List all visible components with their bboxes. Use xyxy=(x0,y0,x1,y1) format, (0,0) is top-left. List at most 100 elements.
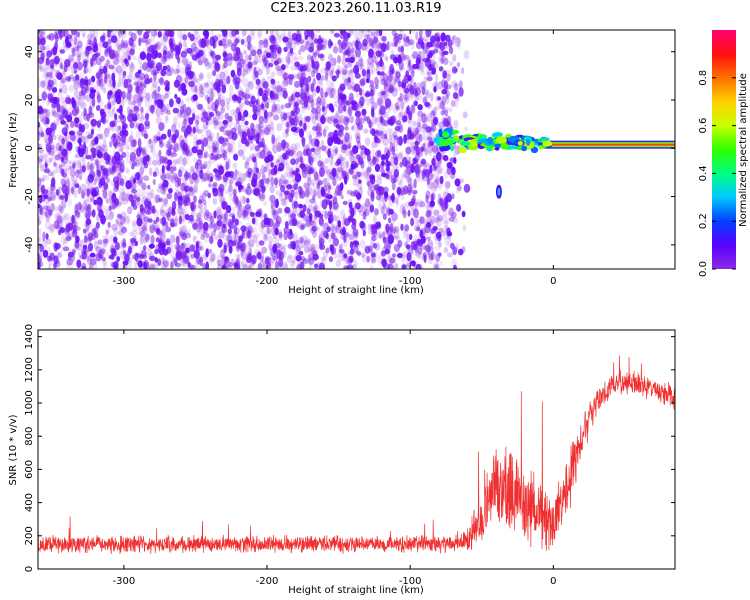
spectrogram-cell xyxy=(244,53,249,64)
spectrogram-cell xyxy=(305,196,311,204)
spectrogram-cell xyxy=(348,207,354,215)
spectrogram-cell xyxy=(114,113,118,121)
spectrogram-cell xyxy=(248,239,255,248)
spectrogram-cell xyxy=(172,256,177,263)
spectrogram-cell xyxy=(96,149,102,157)
spectrogram-cell xyxy=(106,79,113,88)
spectrogram-cell xyxy=(433,209,440,216)
spectrogram-cell xyxy=(211,87,217,98)
spectrogram-cell xyxy=(304,95,311,103)
spectrogram-cell xyxy=(153,101,161,106)
spectrogram-cell xyxy=(298,203,303,209)
spectrogram-cell xyxy=(432,179,439,189)
spectrogram-cell xyxy=(347,141,352,149)
spectrogram-cell xyxy=(88,112,95,118)
spectrogram-cell xyxy=(106,198,110,205)
spectrogram-cell xyxy=(414,201,418,208)
spectrogram-cell xyxy=(131,55,138,61)
spectrogram-cell xyxy=(250,30,256,36)
spectrogram-cell xyxy=(141,91,147,99)
spectrogram-cell xyxy=(296,150,303,159)
spectrogram-cell xyxy=(88,132,94,139)
spectrogram-cell xyxy=(198,72,204,81)
spectrogram-cell xyxy=(319,198,326,208)
spectrogram-cell xyxy=(157,86,161,93)
spectrogram-cell xyxy=(139,64,147,70)
spectrogram-cell xyxy=(328,146,333,156)
spectrogram-cell xyxy=(374,60,380,66)
spectrogram-cell xyxy=(96,133,103,140)
spectrogram-cell xyxy=(322,177,329,188)
spectrogram-cell xyxy=(407,169,412,177)
spectrogram-cell xyxy=(132,94,139,104)
spectrogram-cell xyxy=(306,218,310,227)
spectrogram-cell xyxy=(42,72,48,79)
spectrogram-cell xyxy=(297,212,303,218)
spectrogram-cell xyxy=(109,125,113,131)
spectrogram-cell xyxy=(95,105,101,111)
spectrogram-cell xyxy=(422,136,428,142)
spectrogram-cell xyxy=(208,62,212,69)
spectrogram-cell xyxy=(149,255,156,262)
spectrogram-cell xyxy=(319,67,326,74)
spectrogram-cell xyxy=(130,164,135,170)
spectrogram-cell xyxy=(427,249,432,259)
spectrogram-cell xyxy=(104,214,110,221)
spectrogram-cell xyxy=(58,164,63,170)
spectrogram-cell xyxy=(242,145,247,152)
spectrogram-cell xyxy=(267,169,272,176)
spectrogram-cell xyxy=(58,105,66,115)
spectrogram-cell xyxy=(189,165,195,173)
spectrogram-cell xyxy=(351,40,357,47)
spectrogram-cell xyxy=(155,194,161,204)
spectrogram-cell xyxy=(70,32,74,42)
spectrogram-cell xyxy=(375,43,379,54)
spectrogram-cell xyxy=(309,252,315,261)
spectrogram-cell xyxy=(150,92,156,100)
spectrogram-cell xyxy=(144,39,149,45)
spectrogram-cell xyxy=(374,130,379,135)
spectrogram-cell xyxy=(387,217,392,223)
spectrogram-cell xyxy=(231,206,236,213)
spectrogram-cell xyxy=(346,188,350,195)
spectrogram-cell xyxy=(449,46,454,55)
spectrogram-cell xyxy=(236,208,243,219)
spectrogram-cell xyxy=(178,249,182,260)
spectrogram-cell xyxy=(43,205,49,211)
spectrogram-cell xyxy=(310,178,316,186)
spectrogram-cell xyxy=(150,234,155,245)
spectrogram-cell xyxy=(208,183,212,188)
spectrogram-cell xyxy=(447,39,453,47)
spectrogram-cell xyxy=(429,110,435,119)
spectrogram-cell xyxy=(130,237,136,243)
spectrogram-cell xyxy=(142,62,148,71)
spectrogram-cell xyxy=(354,41,360,48)
spectrogram-cell xyxy=(263,130,270,136)
spectrogram-cell xyxy=(320,83,324,90)
spectrogram-cell xyxy=(113,198,120,207)
spectrogram-cell xyxy=(52,134,57,141)
spectrogram-cell xyxy=(212,198,218,205)
spectrogram-cell xyxy=(254,232,260,238)
spectrogram-cell xyxy=(181,254,187,263)
spectrogram-cell xyxy=(368,48,374,59)
spectrogram-cell xyxy=(249,94,255,99)
spectrogram-cell xyxy=(199,154,205,160)
spectrogram-cell xyxy=(191,172,198,181)
spectrogram-cell xyxy=(437,96,441,101)
spectrogram-cell xyxy=(253,66,260,73)
spectrogram-cell xyxy=(296,30,300,36)
spectrogram-cell xyxy=(299,236,304,244)
spectrogram-cell xyxy=(371,141,378,149)
spectrogram-cell xyxy=(420,81,427,90)
spectrogram-cell xyxy=(230,108,236,116)
spectrogram-cell xyxy=(295,178,299,187)
spectrogram-cell xyxy=(139,246,146,253)
spectrogram-cell xyxy=(77,115,83,126)
spectrogram-cell xyxy=(424,101,431,107)
spectrogram-cell xyxy=(325,200,333,205)
spectrogram-cell xyxy=(151,44,158,55)
spectrogram-cell xyxy=(252,107,256,115)
spectrogram-cell xyxy=(330,153,334,160)
spectrogram-cell xyxy=(264,160,270,170)
